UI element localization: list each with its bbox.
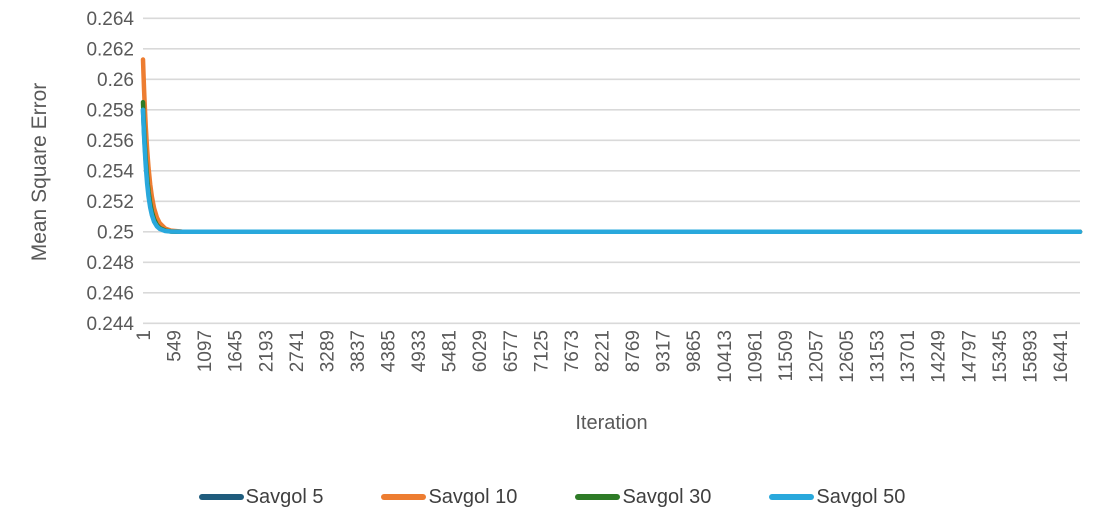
- legend-item-savgol-10: Savgol 10: [381, 486, 517, 509]
- chart-legend: Savgol 5 Savgol 10 Savgol 30 Savgol 50: [0, 481, 1104, 513]
- x-tick-label: 10961: [745, 330, 766, 383]
- x-tick-label: 8769: [623, 330, 644, 372]
- x-tick-label: 2193: [256, 330, 277, 372]
- y-tick-label: 0.26: [97, 70, 134, 91]
- legend-swatch-savgol-10: [381, 494, 427, 500]
- x-tick-label: 13153: [868, 330, 889, 383]
- x-tick-label: 10413: [715, 330, 736, 383]
- series-line-savgol-30: [140, 99, 1083, 235]
- x-tick-label: 15893: [1020, 330, 1041, 383]
- x-tick-label: 3837: [348, 330, 369, 372]
- legend-label-savgol-30: Savgol 30: [622, 485, 712, 508]
- legend-item-savgol-5: Savgol 5: [198, 485, 324, 509]
- x-tick-label: 13701: [898, 330, 919, 383]
- x-tick-label: 6577: [501, 330, 522, 372]
- y-tick-label: 0.256: [86, 131, 134, 152]
- legend-label-savgol-5: Savgol 5: [245, 485, 324, 508]
- x-tick-label: 12057: [806, 330, 827, 383]
- legend-item-savgol-50: Savgol 50: [769, 486, 905, 509]
- x-tick-label: 11509: [776, 330, 797, 381]
- y-tick-label: 0.248: [86, 253, 134, 274]
- legend-swatch-savgol-50: [769, 494, 815, 500]
- x-tick-label: 1097: [195, 330, 216, 372]
- y-tick-label: 0.258: [86, 100, 134, 121]
- x-tick-label: 1: [134, 330, 155, 341]
- x-tick-label: 4933: [409, 330, 430, 372]
- legend-label-savgol-50: Savgol 50: [816, 485, 906, 508]
- legend-item-savgol-30: Savgol 30: [575, 486, 711, 509]
- y-tick-label: 0.262: [86, 39, 134, 60]
- y-tick-label: 0.246: [86, 283, 134, 304]
- x-tick-label: 4385: [379, 330, 400, 372]
- y-tick-label: 0.254: [86, 161, 134, 182]
- legend-label-savgol-10: Savgol 10: [428, 485, 518, 508]
- x-tick-label: 2741: [287, 330, 308, 372]
- x-tick-label: 3289: [317, 330, 338, 372]
- x-tick-label: 14249: [929, 330, 950, 383]
- y-tick-label: 0.252: [86, 192, 134, 213]
- series-line-savgol-50: [140, 107, 1083, 235]
- x-tick-label: 9865: [684, 330, 705, 372]
- x-tick-label: 14797: [959, 330, 980, 383]
- legend-swatch-savgol-5: [198, 494, 244, 500]
- series-line-savgol-10: [140, 57, 1083, 235]
- y-tick-label: 0.264: [86, 9, 134, 30]
- y-tick-label: 0.25: [97, 222, 134, 243]
- x-tick-label: 5481: [440, 330, 461, 372]
- x-axis-title: Iteration: [575, 412, 648, 434]
- x-tick-label: 1645: [226, 330, 247, 372]
- x-tick-label: 9317: [654, 330, 675, 372]
- legend-swatch-savgol-30: [575, 494, 621, 500]
- y-tick-label: 0.244: [86, 314, 134, 335]
- x-tick-label: 549: [165, 330, 186, 362]
- plot-area: 0.264 0.262 0.26 0.258 0.256 0.254 0.252 0.25 0.…: [86, 9, 1083, 383]
- y-axis-title: Mean Square Error: [28, 82, 51, 262]
- x-tick-label: 7673: [562, 330, 583, 372]
- x-tick-label: 15345: [990, 330, 1011, 383]
- x-tick-label: 16441: [1051, 330, 1072, 383]
- x-tick-label: 6029: [470, 330, 491, 372]
- x-tick-label: 8221: [592, 330, 613, 372]
- x-tick-label: 12605: [837, 330, 858, 383]
- x-tick-label: 7125: [531, 330, 552, 372]
